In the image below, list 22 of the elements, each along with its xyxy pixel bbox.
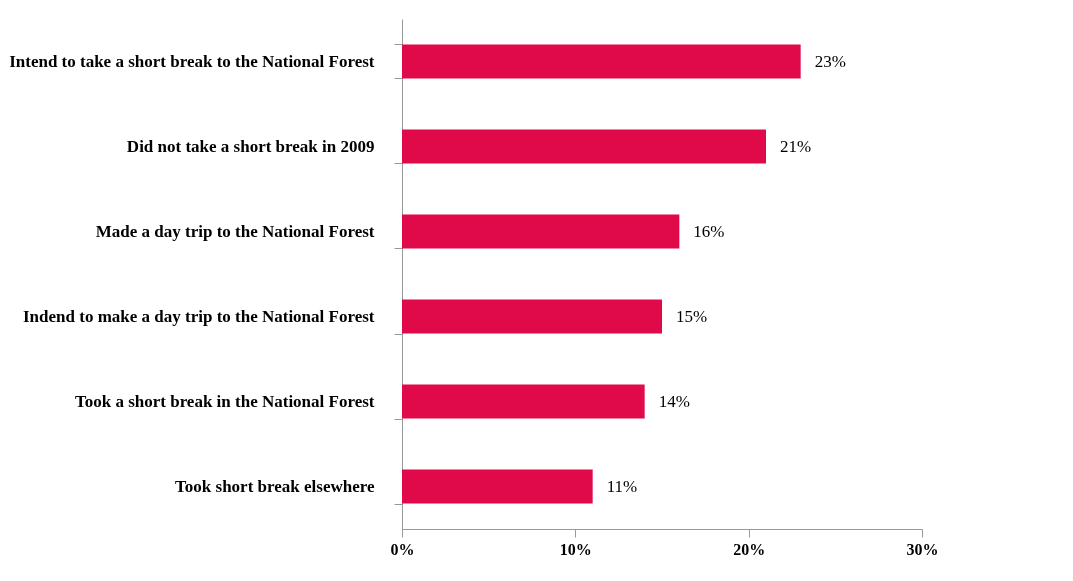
y-tick-label: Indend to make a day trip to the National Forest (23, 307, 375, 326)
bar (402, 384, 645, 419)
data-label: 11% (606, 476, 638, 496)
y-tick-label: Intend to take a short break to the National Forest (9, 52, 375, 71)
data-label: 15% (676, 306, 708, 326)
bar (402, 214, 680, 249)
data-label: 14% (658, 391, 690, 411)
bar (402, 44, 801, 79)
bar (402, 299, 662, 334)
data-label: 16% (693, 221, 725, 241)
data-label: 21% (780, 136, 812, 156)
y-tick-label: Took short break elsewhere (175, 477, 375, 496)
x-tick-label: 10% (559, 540, 592, 558)
x-tick-label: 0% (390, 540, 415, 558)
y-tick-label: Did not take a short break in 2009 (126, 137, 375, 156)
y-tick-label: Made a day trip to the National Forest (95, 222, 375, 241)
bar (402, 129, 766, 164)
x-tick-label: 20% (733, 540, 766, 558)
y-tick-label: Took a short break in the National Forest (74, 392, 375, 411)
x-tick-label: 30% (906, 540, 939, 558)
data-label: 23% (814, 51, 846, 71)
bar (402, 469, 593, 504)
